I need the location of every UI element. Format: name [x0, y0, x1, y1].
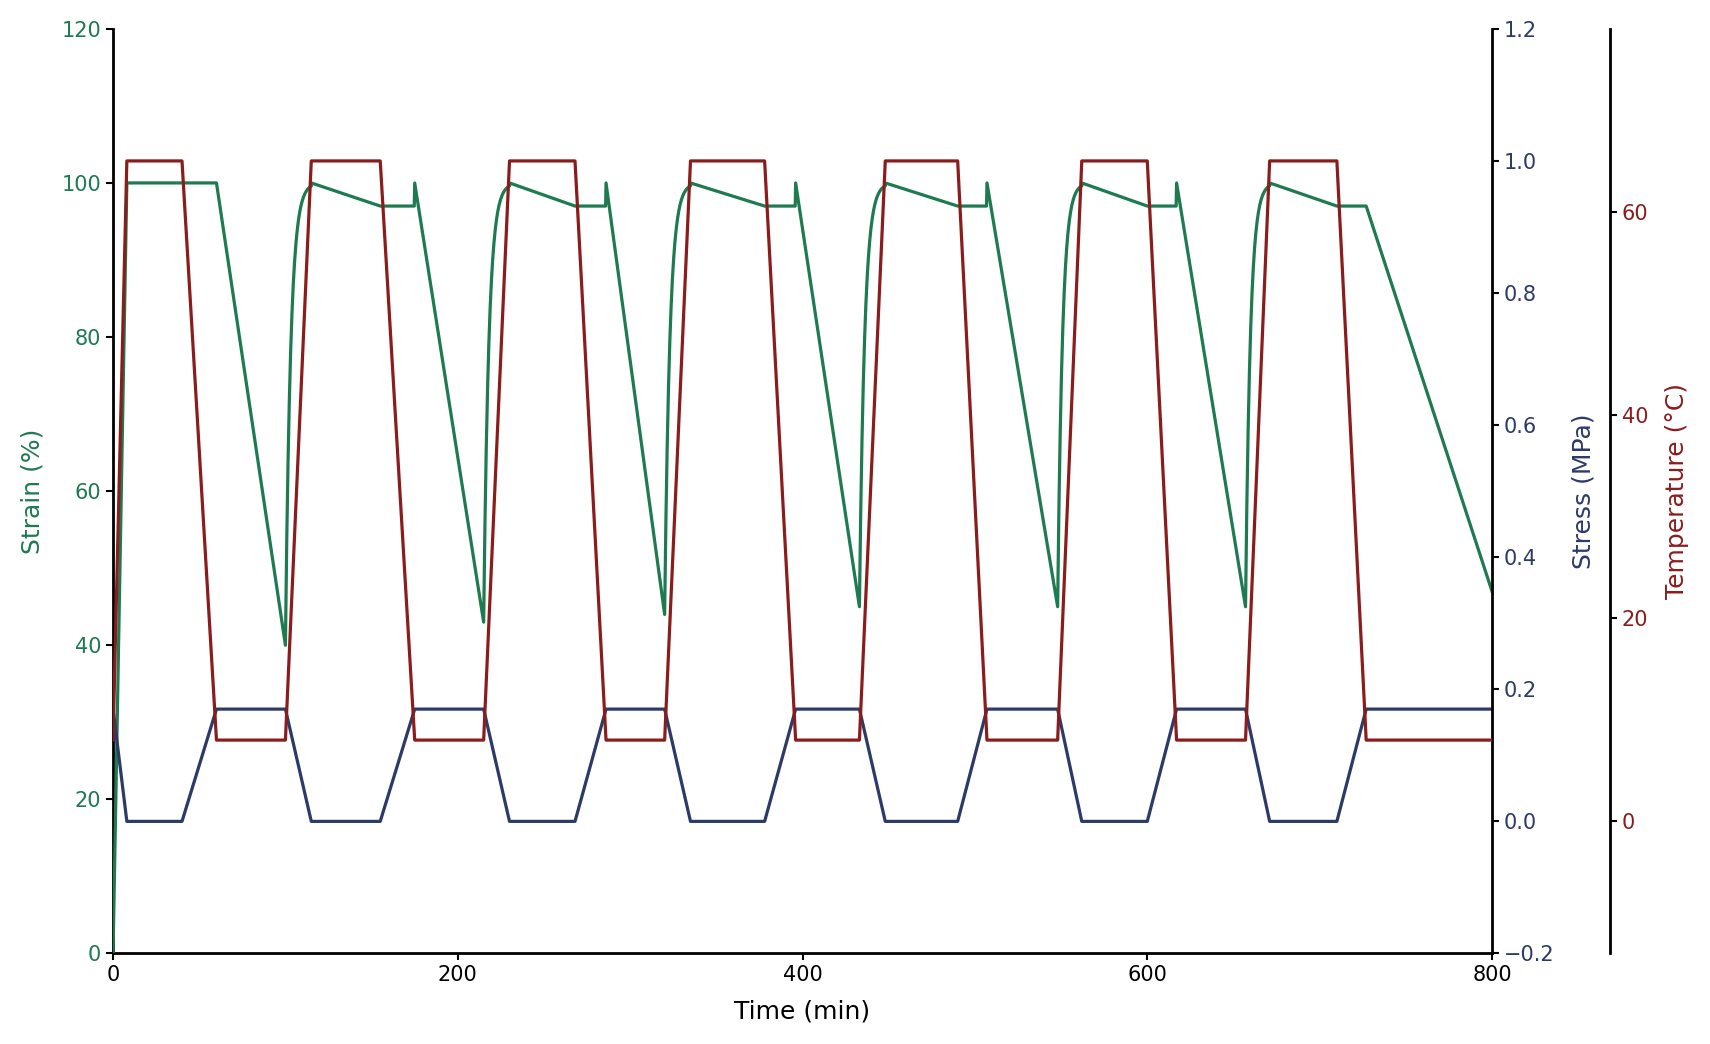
Y-axis label: Stress (MPa): Stress (MPa) [1571, 413, 1595, 569]
Y-axis label: Temperature (°C): Temperature (°C) [1666, 383, 1689, 599]
Y-axis label: Strain (%): Strain (%) [21, 428, 44, 553]
X-axis label: Time (min): Time (min) [735, 999, 870, 1023]
